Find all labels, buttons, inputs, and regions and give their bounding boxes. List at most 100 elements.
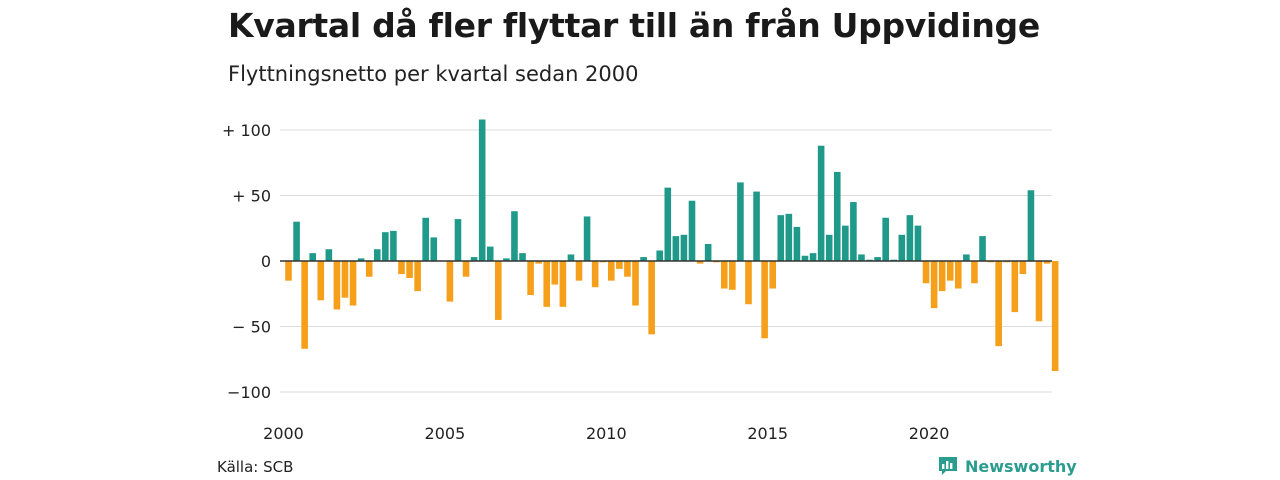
bar bbox=[1051, 261, 1059, 372]
y-tick-label: + 50 bbox=[232, 187, 271, 206]
bar bbox=[486, 246, 494, 261]
bar bbox=[729, 261, 736, 290]
bar bbox=[955, 261, 962, 289]
bar bbox=[632, 261, 639, 306]
bar bbox=[422, 217, 429, 261]
bar bbox=[979, 236, 986, 261]
bar bbox=[382, 232, 389, 261]
y-tick-label: + 100 bbox=[222, 121, 271, 140]
x-tick-label: 2020 bbox=[909, 424, 950, 443]
bar bbox=[575, 261, 583, 281]
bar bbox=[430, 237, 438, 261]
bar bbox=[793, 226, 801, 261]
bar bbox=[842, 225, 849, 261]
bar bbox=[325, 249, 333, 261]
bar bbox=[914, 225, 922, 261]
y-tick-label: − 50 bbox=[232, 318, 271, 337]
source-note: Källa: SCB bbox=[217, 458, 294, 476]
bar bbox=[882, 217, 889, 261]
x-tick-label: 2000 bbox=[263, 424, 304, 443]
bar bbox=[293, 221, 300, 261]
bar bbox=[922, 261, 930, 284]
bar bbox=[1035, 261, 1043, 322]
bar bbox=[470, 257, 478, 261]
axis-layer: + 100 + 50 0 − 50 −100 2000 2005 2010 2015 2020 bbox=[222, 121, 1052, 443]
bar bbox=[357, 258, 365, 261]
bar bbox=[850, 202, 857, 261]
bar bbox=[930, 261, 938, 309]
bar bbox=[825, 234, 833, 261]
x-tick-label: 2010 bbox=[586, 424, 627, 443]
bar bbox=[704, 243, 712, 261]
bar bbox=[809, 253, 817, 261]
bar bbox=[858, 254, 865, 261]
x-tick-label: 2015 bbox=[747, 424, 788, 443]
bar bbox=[696, 261, 704, 264]
bar bbox=[737, 182, 744, 261]
bar bbox=[446, 261, 454, 302]
bar bbox=[333, 261, 341, 310]
bar bbox=[414, 261, 421, 292]
y-tick-label: −100 bbox=[227, 383, 271, 402]
bar bbox=[672, 236, 680, 261]
bar bbox=[583, 216, 591, 261]
y-tick-label: 0 bbox=[261, 252, 271, 271]
bar bbox=[640, 257, 647, 261]
bar bbox=[656, 250, 664, 261]
bar bbox=[1019, 261, 1027, 275]
bar bbox=[454, 219, 462, 261]
bars-layer bbox=[285, 119, 1059, 372]
bar bbox=[616, 261, 623, 269]
bar bbox=[680, 234, 688, 261]
bar bbox=[478, 119, 486, 262]
bar bbox=[1027, 190, 1035, 261]
bar bbox=[511, 211, 518, 261]
chart-title: Kvartal då fler flyttar till än från Upp… bbox=[228, 6, 1040, 45]
bar bbox=[769, 261, 776, 289]
bar bbox=[390, 230, 397, 261]
bar bbox=[519, 253, 526, 261]
bar bbox=[745, 261, 752, 305]
bar bbox=[664, 187, 672, 261]
brand-name: Newsworthy bbox=[965, 456, 1077, 476]
grid-layer bbox=[280, 129, 1052, 393]
bar bbox=[349, 261, 357, 306]
bar bbox=[833, 171, 841, 261]
bar bbox=[398, 261, 405, 275]
bar bbox=[817, 145, 825, 261]
x-tick-label: 2005 bbox=[425, 424, 466, 443]
bar bbox=[543, 261, 551, 307]
bar bbox=[406, 261, 413, 279]
bar bbox=[527, 261, 534, 296]
bar bbox=[761, 261, 768, 339]
bar bbox=[906, 215, 914, 261]
bar bbox=[938, 261, 946, 292]
bar bbox=[309, 253, 317, 261]
bar bbox=[785, 213, 793, 261]
bar bbox=[503, 258, 510, 261]
bar bbox=[624, 261, 631, 277]
bar bbox=[1011, 261, 1019, 313]
bar bbox=[608, 261, 615, 281]
bar bbox=[567, 254, 575, 261]
bar bbox=[551, 261, 559, 285]
bar bbox=[801, 255, 809, 261]
bar-chart: + 100 + 50 0 − 50 −100 2000 2005 2010 2015 2020 bbox=[222, 119, 1059, 443]
newsworthy-logo-icon bbox=[939, 457, 957, 475]
bar bbox=[535, 261, 542, 264]
bar bbox=[995, 261, 1002, 347]
bar bbox=[874, 257, 881, 261]
chart-subtitle: Flyttningsnetto per kvartal sedan 2000 bbox=[228, 62, 639, 86]
bar bbox=[591, 261, 599, 288]
bar bbox=[301, 261, 308, 349]
bar bbox=[365, 261, 373, 277]
bar bbox=[373, 249, 381, 261]
bar bbox=[753, 191, 760, 261]
bar bbox=[898, 234, 906, 261]
bar bbox=[971, 261, 978, 284]
bar bbox=[559, 261, 567, 307]
bar bbox=[317, 261, 325, 301]
bar bbox=[946, 261, 954, 281]
bar bbox=[495, 261, 502, 320]
bar bbox=[462, 261, 470, 277]
